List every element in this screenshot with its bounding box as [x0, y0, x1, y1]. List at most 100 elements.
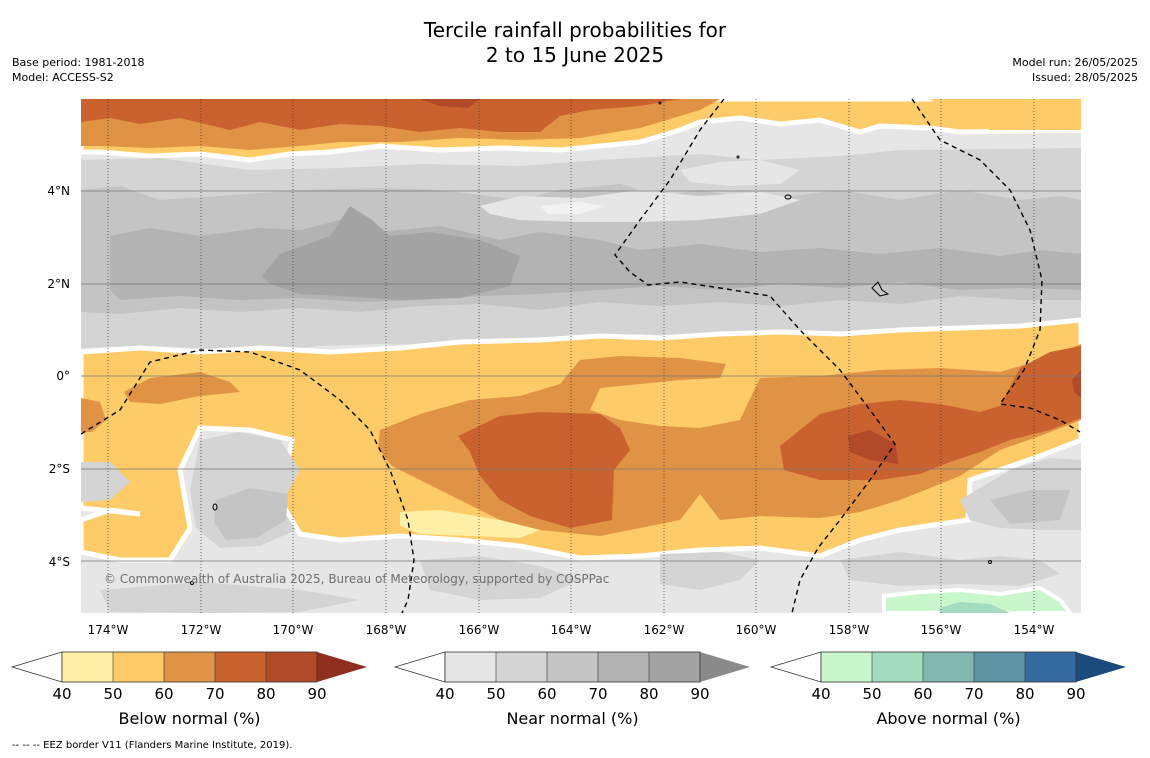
near-normal-label: Near normal (%): [506, 709, 639, 728]
lat-tick: 2°S: [49, 462, 70, 476]
colorbar-tick: 90: [1066, 685, 1085, 703]
colorbar-near-80: [649, 652, 700, 682]
map-plot: [81, 99, 1081, 613]
copyright-notice: © Commonwealth of Australia 2025, Bureau…: [104, 572, 609, 586]
title-line-1: Tercile rainfall probabilities for: [423, 18, 727, 42]
lon-tick: 160°W: [736, 623, 777, 637]
near-normal-south-50-e: [840, 552, 1060, 586]
colorbar-above-50: [872, 652, 923, 682]
colorbar-above-overflow: [1076, 652, 1126, 682]
colorbar-tick: 50: [103, 685, 122, 703]
above-normal-50-patch: [940, 602, 1010, 613]
eez-borders: [81, 99, 1081, 613]
base-period: Base period: 1981-2018: [12, 56, 145, 69]
lon-tick: 154°W: [1014, 623, 1055, 637]
latitude-tick-labels: 4°N 2°N 0° 2°S 4°S: [47, 184, 70, 569]
lon-tick: 170°W: [273, 623, 314, 637]
colorbar-near-60: [547, 652, 598, 682]
model-name: Model: ACCESS-S2: [12, 71, 114, 84]
near-normal-south-50-b: [81, 462, 130, 502]
lon-tick: 158°W: [829, 623, 870, 637]
lat-tick: 4°N: [47, 184, 70, 198]
colorbar-tick: 70: [588, 685, 607, 703]
colorbar-near-50: [496, 652, 547, 682]
above-normal-label: Above normal (%): [876, 709, 1021, 728]
near-normal-south-50-g: [420, 556, 580, 600]
colorbar-tick: 60: [537, 685, 556, 703]
colorbar-tick: 70: [964, 685, 983, 703]
lat-tick: 0°: [56, 369, 70, 383]
above-normal-40-patch: [882, 585, 1073, 613]
colorbar-above-70: [974, 652, 1025, 682]
below-normal-equator-40: [400, 510, 540, 538]
lon-tick: 162°W: [644, 623, 685, 637]
below-normal-top-70: [81, 99, 680, 132]
below-normal-equator-60-edge: [81, 398, 106, 432]
colorbar-tick: 90: [307, 685, 326, 703]
near-normal-south-50-f: [100, 582, 360, 613]
colorbar-below-overflow: [317, 652, 367, 682]
colorbar-below-60: [164, 652, 215, 682]
colorbar-above-80: [1025, 652, 1076, 682]
colorbar-below-underflow: [10, 651, 63, 683]
model-run: Model run: 26/05/2025: [1012, 56, 1138, 69]
meta-right: Model run: 26/05/2025 Issued: 28/05/2025: [1012, 55, 1138, 85]
near-normal-80-patch: [262, 206, 520, 300]
islands: [190, 101, 992, 585]
colorbar-above-40: [821, 652, 872, 682]
colorbar-above-normal: 40 50 60 70 80 90: [769, 651, 1126, 703]
colorbar-tick: 90: [690, 685, 709, 703]
colorbar-tick: 40: [52, 685, 71, 703]
meta-left: Base period: 1981-2018 Model: ACCESS-S2: [12, 55, 144, 85]
near-normal-south-60-c: [990, 490, 1070, 524]
lon-tick: 174°W: [88, 623, 129, 637]
near-normal-40-patch-b: [540, 202, 604, 214]
colorbar-above-underflow: [769, 651, 822, 683]
near-normal-south-50-d: [660, 552, 760, 590]
colorbar-near-underflow: [393, 651, 446, 683]
colorbar-near-40: [445, 652, 496, 682]
colorbar-near-70: [598, 652, 649, 682]
colorbar-near-normal: 40 50 60 70 80 90: [393, 651, 750, 703]
colorbar-tick: 80: [1015, 685, 1034, 703]
colorbar-tick: 80: [639, 685, 658, 703]
issued-date: Issued: 28/05/2025: [1031, 71, 1138, 84]
colorbar-tick: 40: [811, 685, 830, 703]
colorbar-below-50: [113, 652, 164, 682]
below-normal-equator-60-west: [124, 372, 240, 404]
below-normal-top-80: [420, 99, 480, 108]
near-normal-40-patch-c: [680, 160, 800, 186]
lon-tick: 164°W: [551, 623, 592, 637]
colorbar-tick: 70: [205, 685, 224, 703]
map-title: Tercile rainfall probabilities for 2 to …: [0, 18, 1150, 68]
colorbar-below-80: [266, 652, 317, 682]
lon-tick: 156°W: [921, 623, 962, 637]
below-normal-label: Below normal (%): [118, 709, 261, 728]
colorbar-below-40: [62, 652, 113, 682]
colorbar-below-normal: 40 50 60 70 80 90: [10, 651, 367, 703]
lat-tick: 2°N: [47, 277, 70, 291]
lon-tick: 166°W: [459, 623, 500, 637]
colorbar-tick: 60: [913, 685, 932, 703]
colorbar-above-60: [923, 652, 974, 682]
eez-footnote: -- -- -- EEZ border V11 (Flanders Marine…: [12, 740, 293, 751]
colorbar-near-overflow: [700, 652, 750, 682]
near-normal-south-60: [214, 488, 288, 540]
below-normal-top-right-50: [930, 99, 1081, 130]
colorbar-tick: 50: [862, 685, 881, 703]
title-line-2: 2 to 15 June 2025: [485, 43, 665, 67]
lon-tick: 168°W: [366, 623, 407, 637]
lon-tick: 172°W: [181, 623, 222, 637]
colorbar-below-70: [215, 652, 266, 682]
colorbar-tick: 50: [486, 685, 505, 703]
latitude-lines: [81, 190, 1081, 562]
colorbar-tick: 40: [435, 685, 454, 703]
colorbar-tick: 80: [256, 685, 275, 703]
longitude-tick-labels: 174°W 172°W 170°W 168°W 166°W 164°W 162°…: [88, 623, 1055, 637]
below-normal-equator-80: [848, 430, 898, 464]
below-normal-equator-70: [458, 412, 630, 528]
below-normal-equator-80-edge: [1072, 370, 1081, 398]
colorbar-tick: 60: [154, 685, 173, 703]
lat-tick: 4°S: [49, 555, 70, 569]
